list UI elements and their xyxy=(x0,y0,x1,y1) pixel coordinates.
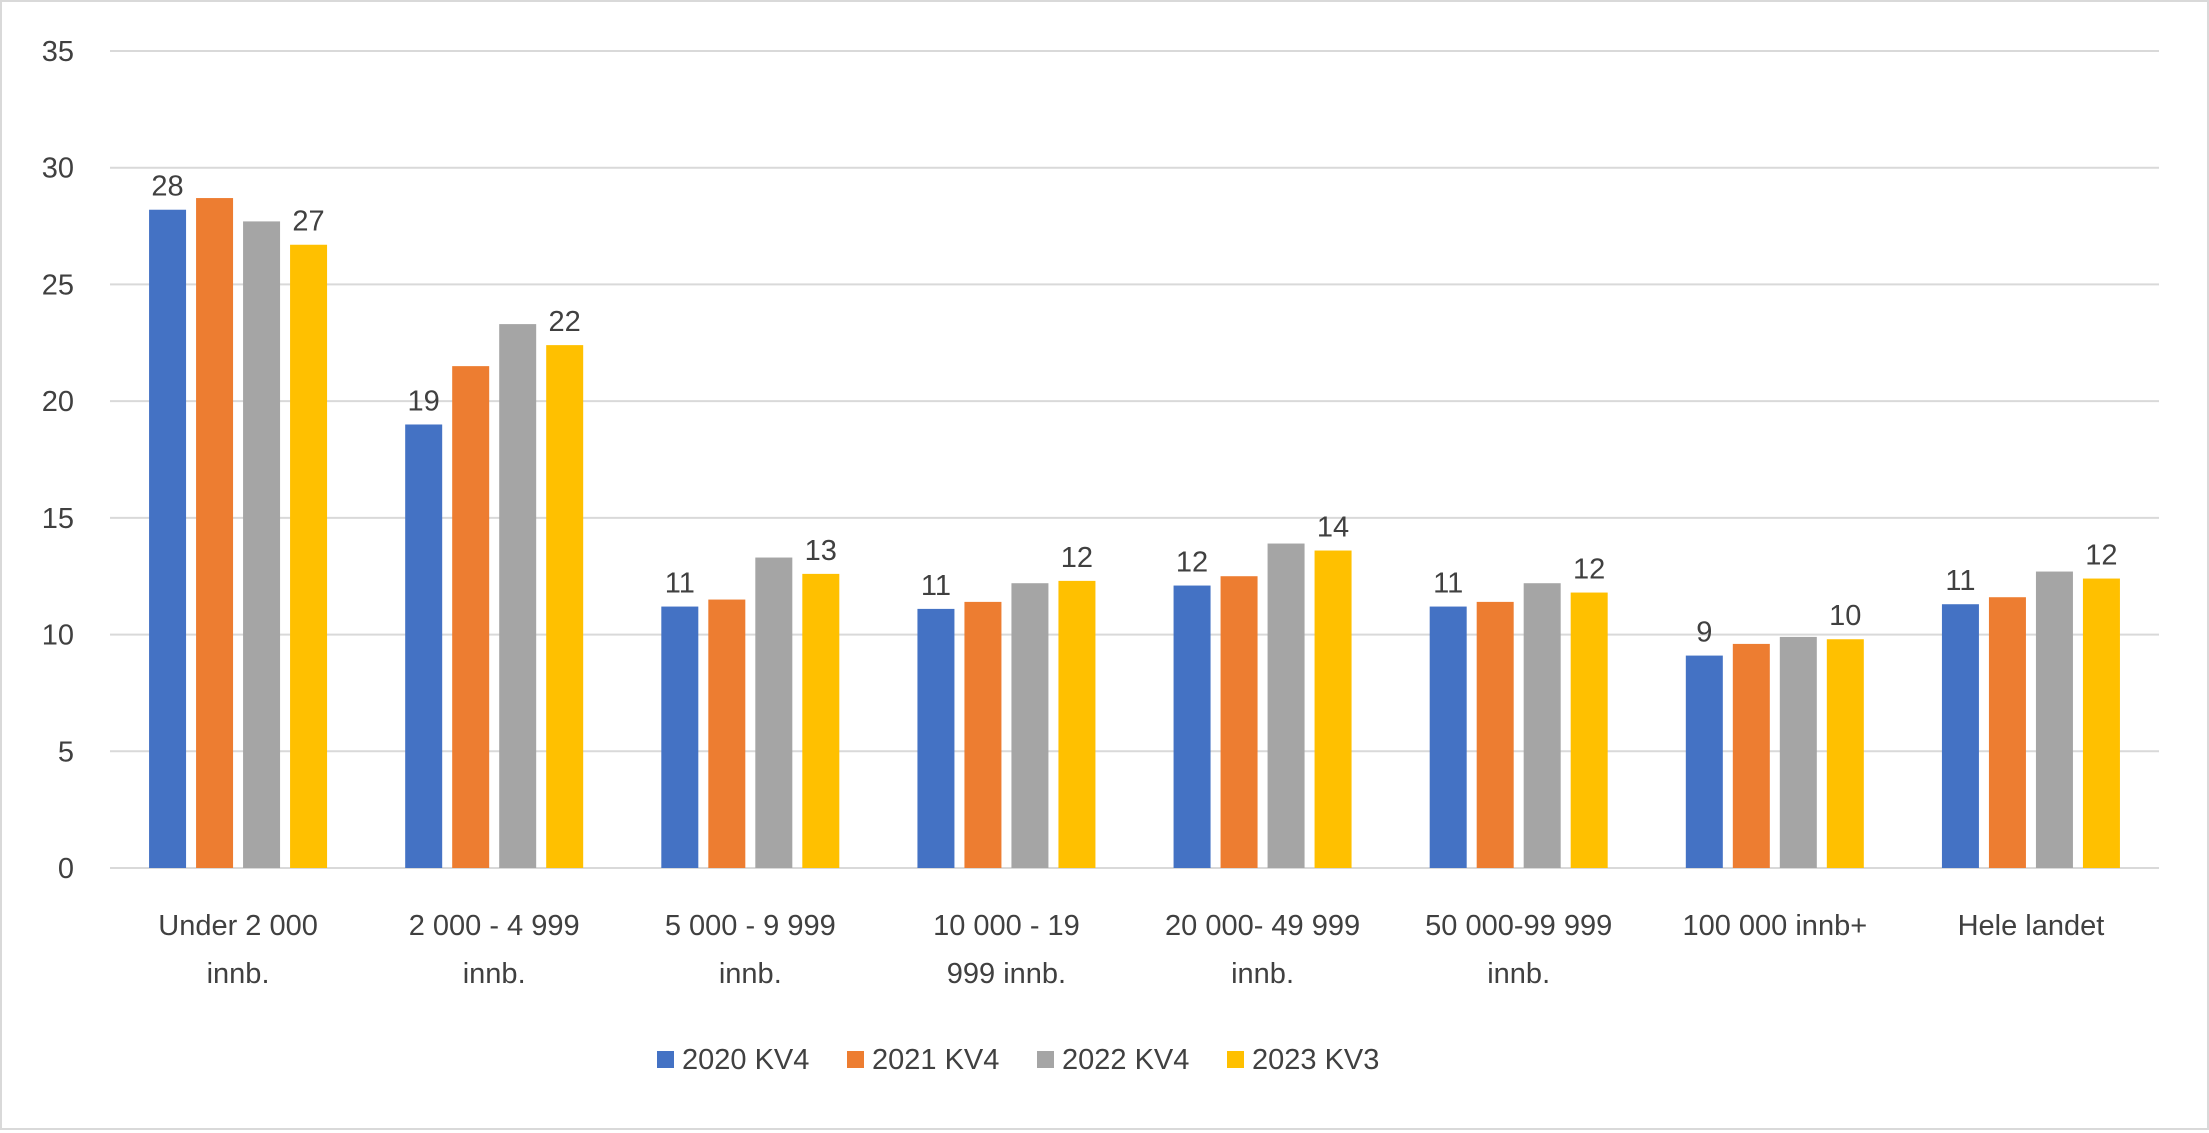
x-tick-label: 20 000- 49 999 xyxy=(1165,910,1360,942)
y-tick-label: 15 xyxy=(42,503,74,535)
x-tick-label: 50 000-99 999 xyxy=(1425,910,1612,942)
x-tick-label: innb. xyxy=(719,958,782,990)
bar-2021-kv4 xyxy=(196,198,234,868)
bar-2021-kv4 xyxy=(452,366,490,868)
y-tick-label: 30 xyxy=(42,153,74,185)
bar-2020-kv4 xyxy=(661,606,699,868)
data-label: 11 xyxy=(921,570,951,602)
data-label: 10 xyxy=(1829,600,1861,632)
bar-2023-kv3 xyxy=(2082,578,2120,868)
data-label: 22 xyxy=(549,306,581,338)
bar-2023-kv3 xyxy=(802,573,840,868)
bar-2021-kv4 xyxy=(1732,643,1770,868)
bar-2023-kv3 xyxy=(1826,639,1864,868)
bar-2023-kv3 xyxy=(1058,580,1096,868)
x-tick-label: 5 000 - 9 999 xyxy=(665,910,836,942)
data-label: 12 xyxy=(1061,542,1093,574)
bar-2022-kv4 xyxy=(1011,583,1049,868)
bar-2022-kv4 xyxy=(1779,636,1817,868)
y-tick-label: 10 xyxy=(42,620,74,652)
data-label: 12 xyxy=(1573,554,1605,586)
data-label: 11 xyxy=(665,568,695,600)
x-tick-label: innb. xyxy=(207,958,270,990)
bar-2022-kv4 xyxy=(243,221,281,869)
data-label: 19 xyxy=(408,385,440,417)
bar-2023-kv3 xyxy=(290,244,328,868)
legend-swatch xyxy=(1227,1051,1244,1068)
legend-swatch xyxy=(657,1051,674,1068)
data-label: 11 xyxy=(1433,568,1463,600)
x-tick-label: Under 2 000 xyxy=(158,910,318,942)
bar-2022-kv4 xyxy=(2035,571,2073,868)
data-label: 28 xyxy=(151,171,183,203)
x-tick-label: innb. xyxy=(463,958,526,990)
bar-2020-kv4 xyxy=(1429,606,1467,868)
legend-swatch xyxy=(1037,1051,1054,1068)
data-label: 9 xyxy=(1696,617,1712,649)
bar-2021-kv4 xyxy=(708,599,746,868)
bar-2022-kv4 xyxy=(1523,583,1561,868)
legend-label: 2022 KV4 xyxy=(1062,1044,1189,1076)
x-tick-label: innb. xyxy=(1487,958,1550,990)
data-label: 12 xyxy=(1176,547,1208,579)
bar-2022-kv4 xyxy=(755,557,793,868)
bar-2021-kv4 xyxy=(964,601,1002,868)
x-tick-label: 2 000 - 4 999 xyxy=(409,910,580,942)
legend-label: 2021 KV4 xyxy=(872,1044,999,1076)
x-tick-label: 999 innb. xyxy=(947,958,1066,990)
bar-2022-kv4 xyxy=(1267,543,1305,868)
bar-2020-kv4 xyxy=(1685,655,1723,868)
y-tick-label: 20 xyxy=(42,386,74,418)
y-tick-label: 35 xyxy=(42,36,74,68)
data-label: 27 xyxy=(292,206,324,238)
bar-2022-kv4 xyxy=(499,324,537,868)
y-tick-label: 5 xyxy=(58,736,74,768)
legend-label: 2023 KV3 xyxy=(1252,1044,1379,1076)
data-label: 11 xyxy=(1945,565,1975,597)
bar-2020-kv4 xyxy=(917,608,955,868)
legend-swatch xyxy=(847,1051,864,1068)
x-tick-label: 100 000 innb+ xyxy=(1682,910,1867,942)
bar-2021-kv4 xyxy=(1476,601,1514,868)
x-tick-label: Hele landet xyxy=(1958,910,2105,942)
bar-2021-kv4 xyxy=(1988,597,2026,868)
bar-2020-kv4 xyxy=(1173,585,1211,868)
data-label: 12 xyxy=(2085,540,2117,572)
bar-2020-kv4 xyxy=(149,209,187,868)
data-label: 14 xyxy=(1317,512,1349,544)
y-tick-label: 0 xyxy=(58,853,74,885)
bar-2020-kv4 xyxy=(1941,604,1979,868)
x-tick-label: innb. xyxy=(1231,958,1294,990)
bar-2021-kv4 xyxy=(1220,576,1258,868)
y-tick-label: 25 xyxy=(42,269,74,301)
bar-2023-kv3 xyxy=(1570,592,1608,868)
x-tick-label: 10 000 - 19 xyxy=(933,910,1080,942)
data-label: 13 xyxy=(805,535,837,567)
legend-label: 2020 KV4 xyxy=(682,1044,809,1076)
bar-2023-kv3 xyxy=(1314,550,1352,868)
bar-2023-kv3 xyxy=(546,345,584,868)
bar-2020-kv4 xyxy=(405,424,443,868)
